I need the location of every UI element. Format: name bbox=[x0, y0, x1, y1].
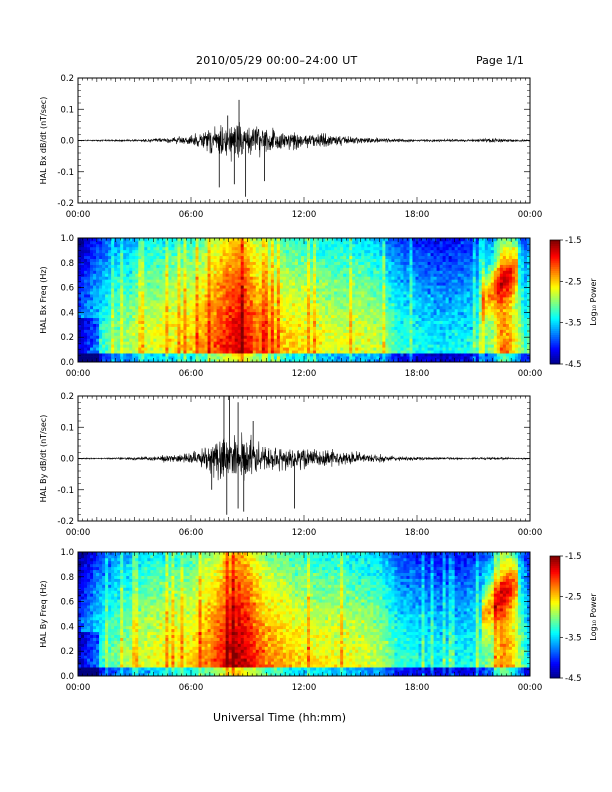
x-tick-label: 12:00 bbox=[292, 528, 317, 538]
colorbar-label: Log₁₀ Power bbox=[589, 593, 598, 641]
y-tick-label: 1.0 bbox=[60, 234, 74, 244]
y-tick-label: 0.2 bbox=[60, 392, 74, 402]
page-number: Page 1/1 bbox=[476, 54, 524, 67]
y-tick-label: 0.0 bbox=[60, 455, 74, 465]
panel-4-axes: 00:00 06:00 12:00 18:00 00:00 1.0 0.8 0.6 0.4 0.2… bbox=[39, 548, 542, 693]
y-tick-label: -0.2 bbox=[57, 517, 74, 527]
x-tick-label: 00:00 bbox=[518, 528, 543, 538]
y-tick-label: 0.0 bbox=[60, 358, 74, 368]
y-tick-label: -0.1 bbox=[57, 486, 74, 496]
x-tick-label: 12:00 bbox=[292, 369, 317, 379]
y-tick-label: -0.2 bbox=[57, 199, 74, 209]
dbdt-trace bbox=[77, 432, 530, 481]
x-tick-label: 00:00 bbox=[66, 210, 91, 220]
panel-2-spectrogram bbox=[78, 238, 531, 363]
x-tick-label: 06:00 bbox=[179, 210, 204, 220]
panel-3-axes: 00:00 06:00 12:00 18:00 00:00 0.2 0.1 0.0 -0.1 -0… bbox=[39, 392, 542, 538]
x-tick-label: 00:00 bbox=[66, 683, 91, 693]
x-tick-label: 12:00 bbox=[292, 210, 317, 220]
colorbar-2: -1.5 -2.5 -3.5 -4.5 Log₁₀ Power bbox=[549, 552, 598, 684]
colorbar-frame bbox=[549, 555, 561, 679]
y-tick-label: 0.4 bbox=[60, 308, 74, 318]
x-tick-label: 00:00 bbox=[66, 369, 91, 379]
y-tick-label: 1.0 bbox=[60, 548, 74, 558]
colorbar-tick-label: -4.5 bbox=[565, 674, 582, 684]
y-axis-label: HAL By dB/dt (nT/sec) bbox=[39, 415, 48, 503]
x-tick-label: 00:00 bbox=[518, 210, 543, 220]
y-axis-label: HAL By Freq (Hz) bbox=[39, 580, 48, 647]
y-tick-label: 0.0 bbox=[60, 137, 74, 147]
colorbar-tick-label: -3.5 bbox=[565, 633, 582, 643]
panel-2-axes: 00:00 06:00 12:00 18:00 00:00 1.0 0.8 0.6 0.4 0.2… bbox=[39, 234, 542, 379]
panel-1-axes: 00:00 06:00 12:00 18:00 00:00 0.2 0.1 0.0 -0.1 -0… bbox=[39, 74, 542, 220]
y-tick-label: 0.1 bbox=[60, 423, 74, 433]
colorbar-tick-label: -2.5 bbox=[565, 277, 582, 287]
colorbar-tick-label: -1.5 bbox=[565, 552, 582, 562]
colorbar-1: -1.5 -2.5 -3.5 -4.5 Log₁₀ Power bbox=[549, 236, 598, 370]
y-tick-label: 0.2 bbox=[60, 647, 74, 657]
dbdt-trace bbox=[77, 122, 531, 162]
x-tick-label: 12:00 bbox=[292, 683, 317, 693]
x-tick-label: 06:00 bbox=[179, 683, 204, 693]
x-tick-label: 00:00 bbox=[518, 369, 543, 379]
y-tick-label: 0.1 bbox=[60, 105, 74, 115]
y-tick-label: 0.2 bbox=[60, 74, 74, 84]
x-tick-label: 00:00 bbox=[66, 528, 91, 538]
y-tick-label: -0.1 bbox=[57, 168, 74, 178]
y-tick-label: 0.2 bbox=[60, 333, 74, 343]
y-axis-label: HAL Bx dB/dt (nT/sec) bbox=[39, 97, 48, 185]
x-tick-label: 18:00 bbox=[405, 683, 430, 693]
y-tick-label: 0.6 bbox=[60, 284, 74, 294]
x-tick-label: 06:00 bbox=[179, 528, 204, 538]
x-tick-label: 18:00 bbox=[405, 369, 430, 379]
y-tick-label: 0.8 bbox=[60, 573, 74, 583]
y-tick-label: 0.4 bbox=[60, 622, 74, 632]
x-axis-title: Universal Time (hh:mm) bbox=[213, 711, 346, 724]
colorbar-label: Log₁₀ Power bbox=[589, 278, 598, 326]
x-tick-label: 18:00 bbox=[405, 528, 430, 538]
x-tick-label: 00:00 bbox=[518, 683, 543, 693]
y-tick-label: 0.8 bbox=[60, 259, 74, 269]
report-title: 2010/05/29 00:00–24:00 UT bbox=[196, 54, 358, 67]
panel-3-trace bbox=[77, 396, 530, 515]
y-axis-label: HAL Bx Freq (Hz) bbox=[39, 266, 48, 333]
y-tick-label: 0.0 bbox=[60, 672, 74, 682]
colorbar-tick-label: -3.5 bbox=[565, 319, 582, 329]
colorbar-tick-label: -1.5 bbox=[565, 236, 582, 246]
panel-1-trace bbox=[77, 99, 531, 197]
panel-4-spectrogram bbox=[78, 552, 531, 677]
colorbar-tick-label: -2.5 bbox=[565, 593, 582, 603]
colorbar-frame bbox=[549, 239, 561, 365]
x-tick-label: 06:00 bbox=[179, 369, 204, 379]
colorbar-tick-label: -4.5 bbox=[565, 360, 582, 370]
x-tick-label: 18:00 bbox=[405, 210, 430, 220]
y-tick-label: 0.6 bbox=[60, 598, 74, 608]
